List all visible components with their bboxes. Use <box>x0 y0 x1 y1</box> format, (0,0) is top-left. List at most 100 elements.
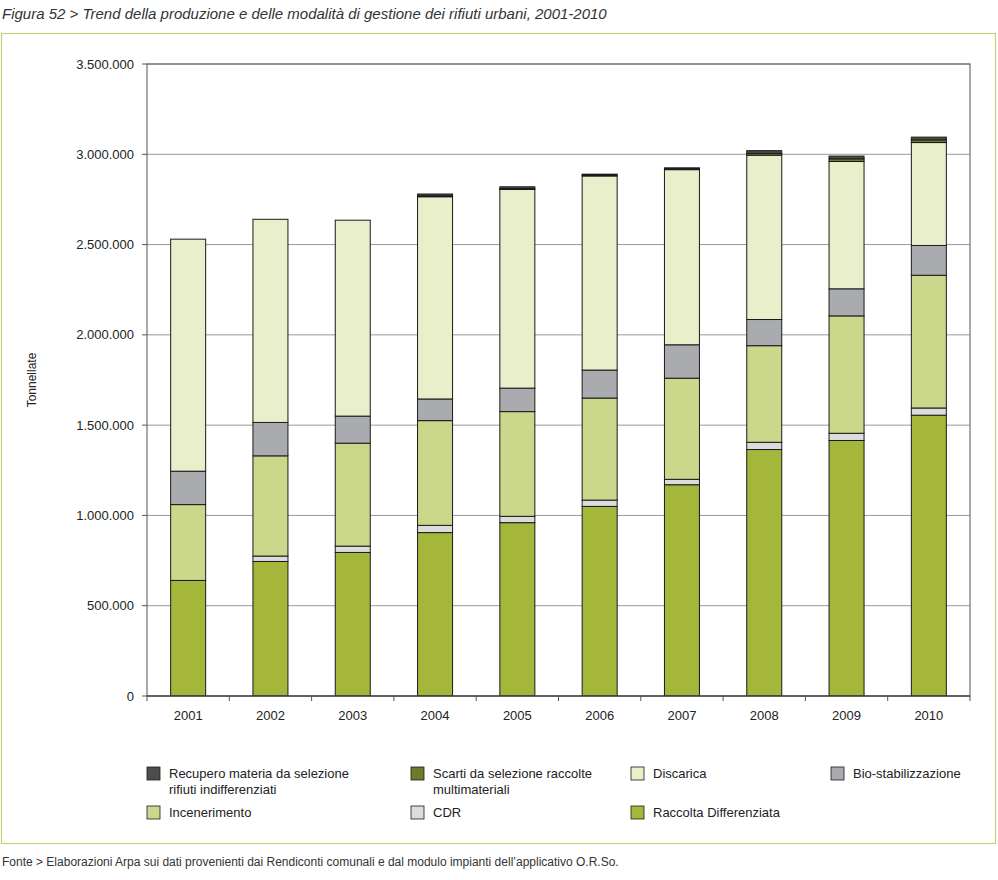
bar-segment <box>582 500 617 506</box>
bar-segment <box>747 450 782 696</box>
bar-segment <box>418 194 453 196</box>
y-tick-label: 0 <box>127 689 134 704</box>
y-tick-label: 3.500.000 <box>76 57 134 72</box>
y-tick <box>142 425 147 426</box>
y-tick-label: 1.500.000 <box>76 418 134 433</box>
grid-line <box>147 154 970 155</box>
bar-segment <box>500 187 535 189</box>
legend-label: CDR <box>433 805 461 820</box>
bar-segment <box>335 220 370 221</box>
x-tick <box>970 696 971 701</box>
bar-segment <box>582 370 617 398</box>
bar-segment <box>582 176 617 370</box>
bar-segment <box>335 552 370 696</box>
x-tick-label: 2004 <box>421 708 450 723</box>
y-tick-label: 500.000 <box>87 598 134 613</box>
bar-segment <box>253 219 288 220</box>
legend-label: Scarti da selezione raccoltemultimateria… <box>433 766 592 797</box>
x-tick <box>723 696 724 701</box>
bars <box>171 137 947 696</box>
title: Figura 52 > Trend della produzione e del… <box>2 5 607 22</box>
x-tick <box>147 696 148 701</box>
bar-segment <box>911 415 946 696</box>
legend-swatch <box>147 806 160 819</box>
x-tick-label: 2002 <box>256 708 285 723</box>
legend-label-line: Scarti da selezione raccolte <box>433 766 592 781</box>
outer-frame <box>2 34 996 844</box>
x-tick-label: 2009 <box>832 708 861 723</box>
legend-swatch <box>831 767 844 780</box>
bar-segment <box>582 506 617 696</box>
y-axis-label: Tonnellate <box>25 352 39 407</box>
bar-segment <box>664 168 699 170</box>
legend-swatch <box>631 806 644 819</box>
bar-segment <box>500 412 535 517</box>
bar-segment <box>171 239 206 471</box>
bar-segment <box>418 421 453 526</box>
bar-segment <box>747 155 782 319</box>
y-tick-label: 3.000.000 <box>76 147 134 162</box>
legend-label-line: rifiuti indifferenziati <box>169 782 277 797</box>
x-tick <box>640 696 641 701</box>
bar-segment <box>747 346 782 443</box>
bar-segment <box>664 485 699 696</box>
legend-label-line: CDR <box>433 805 461 820</box>
source: Fonte > Elaborazioni Arpa sui dati prove… <box>2 855 619 869</box>
bar-segment <box>911 245 946 275</box>
bar-segment <box>747 151 782 154</box>
bar-segment <box>582 175 617 177</box>
bar-segment <box>829 440 864 696</box>
bar-segment <box>911 143 946 246</box>
legend-label-line: Recupero materia da selezione <box>169 766 349 781</box>
x-tick <box>887 696 888 701</box>
bar-segment <box>335 443 370 546</box>
x-tick <box>311 696 312 701</box>
legend-label-line: multimateriali <box>433 782 510 797</box>
legend-label: Recupero materia da selezionerifiuti ind… <box>169 766 349 797</box>
bar-segment <box>500 189 535 388</box>
bar-segment <box>253 422 288 455</box>
bar-segment <box>829 289 864 316</box>
legend-label-line: Raccolta Differenziata <box>653 805 781 820</box>
x-tick <box>558 696 559 701</box>
bar-segment <box>335 220 370 416</box>
y-tick <box>142 244 147 245</box>
bar-segment <box>500 523 535 696</box>
bar-segment <box>911 275 946 408</box>
bar-segment <box>335 546 370 552</box>
bar-segment <box>335 220 370 221</box>
bar-segment <box>253 219 288 220</box>
bar-segment <box>418 197 453 399</box>
legend-label: Raccolta Differenziata <box>653 805 781 820</box>
legend-swatch <box>411 767 424 780</box>
y-tick <box>142 64 147 65</box>
bar-segment <box>171 239 206 240</box>
bar-segment <box>747 442 782 449</box>
y-tick-label: 2.500.000 <box>76 237 134 252</box>
x-tick-label: 2010 <box>914 708 943 723</box>
legend-label-line: Discarica <box>653 766 707 781</box>
bar-segment <box>829 156 864 159</box>
bar-segment <box>418 399 453 421</box>
bar-segment <box>171 471 206 504</box>
bar-segment <box>418 525 453 532</box>
x-tick <box>805 696 806 701</box>
bar-segment <box>418 533 453 696</box>
bar-segment <box>911 137 946 140</box>
bar-segment <box>253 561 288 696</box>
x-tick-label: 2008 <box>750 708 779 723</box>
chart-container: Figura 52 > Trend della produzione e del… <box>0 0 998 880</box>
plot-frame <box>147 64 970 696</box>
legend-label: Discarica <box>653 766 707 781</box>
bar-segment <box>171 239 206 240</box>
y-tick <box>142 154 147 155</box>
legend-label: Bio-stabilizzazione <box>853 766 961 781</box>
bar-segment <box>253 219 288 422</box>
y-tick-label: 2.000.000 <box>76 327 134 342</box>
y-tick <box>142 334 147 335</box>
x-tick-label: 2001 <box>174 708 203 723</box>
y-tick <box>142 515 147 516</box>
x-tick-label: 2005 <box>503 708 532 723</box>
legend-label: Incenerimento <box>169 805 251 820</box>
bar-segment <box>171 505 206 581</box>
